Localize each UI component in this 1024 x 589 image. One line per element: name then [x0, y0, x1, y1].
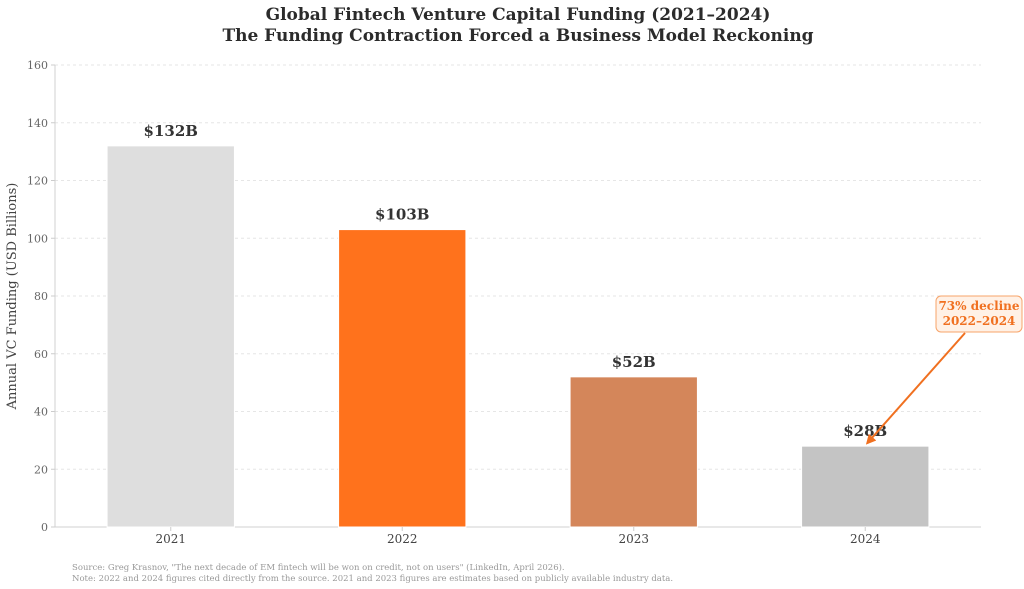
data-label: $132B	[144, 122, 198, 140]
annotation-arrow	[865, 332, 966, 445]
y-tick-label: 120	[27, 175, 48, 188]
y-axis-ticks: 0 20 40 60 80 100 120 140 160	[27, 59, 55, 534]
annotation-line-2: 2022–2024	[943, 314, 1016, 328]
x-tick-label: 2023	[618, 532, 649, 546]
x-tick-label: 2022	[387, 532, 418, 546]
y-tick-label: 60	[34, 348, 48, 361]
y-tick-label: 160	[27, 59, 48, 72]
data-label: $28B	[843, 422, 887, 440]
x-tick-label: 2021	[155, 532, 186, 546]
methodology-note: Note: 2022 and 2024 figures cited direct…	[72, 574, 673, 584]
gridlines	[55, 64, 981, 470]
bar-2023	[569, 376, 698, 528]
x-tick-label: 2024	[850, 532, 881, 546]
y-tick-label: 100	[27, 232, 48, 245]
bar-2021	[106, 145, 235, 528]
chart-subtitle: The Funding Contraction Forced a Busines…	[222, 26, 813, 46]
y-tick-label: 80	[34, 290, 48, 303]
bar-2024	[801, 445, 930, 528]
source-note: Source: Greg Krasnov, "The next decade o…	[72, 562, 565, 573]
y-tick-label: 40	[34, 406, 48, 419]
bar-2022	[338, 229, 467, 528]
data-label: $103B	[375, 206, 429, 224]
annotation-box	[935, 295, 1023, 333]
bars	[106, 145, 930, 528]
annotation-line-1: 73% decline	[938, 299, 1019, 313]
y-tick-label: 0	[41, 521, 48, 534]
decline-annotation: 73% decline 2022–2024	[865, 295, 1023, 445]
data-label: $52B	[612, 353, 656, 371]
y-tick-label: 20	[34, 463, 48, 476]
y-tick-label: 140	[27, 117, 48, 130]
x-axis-ticks: 2021 2022 2023 2024	[155, 527, 881, 546]
chart-title: Global Fintech Venture Capital Funding (…	[266, 5, 771, 25]
data-labels: $132B $103B $52B $28B	[144, 122, 888, 440]
y-axis-label: Annual VC Funding (USD Billions)	[5, 183, 20, 411]
